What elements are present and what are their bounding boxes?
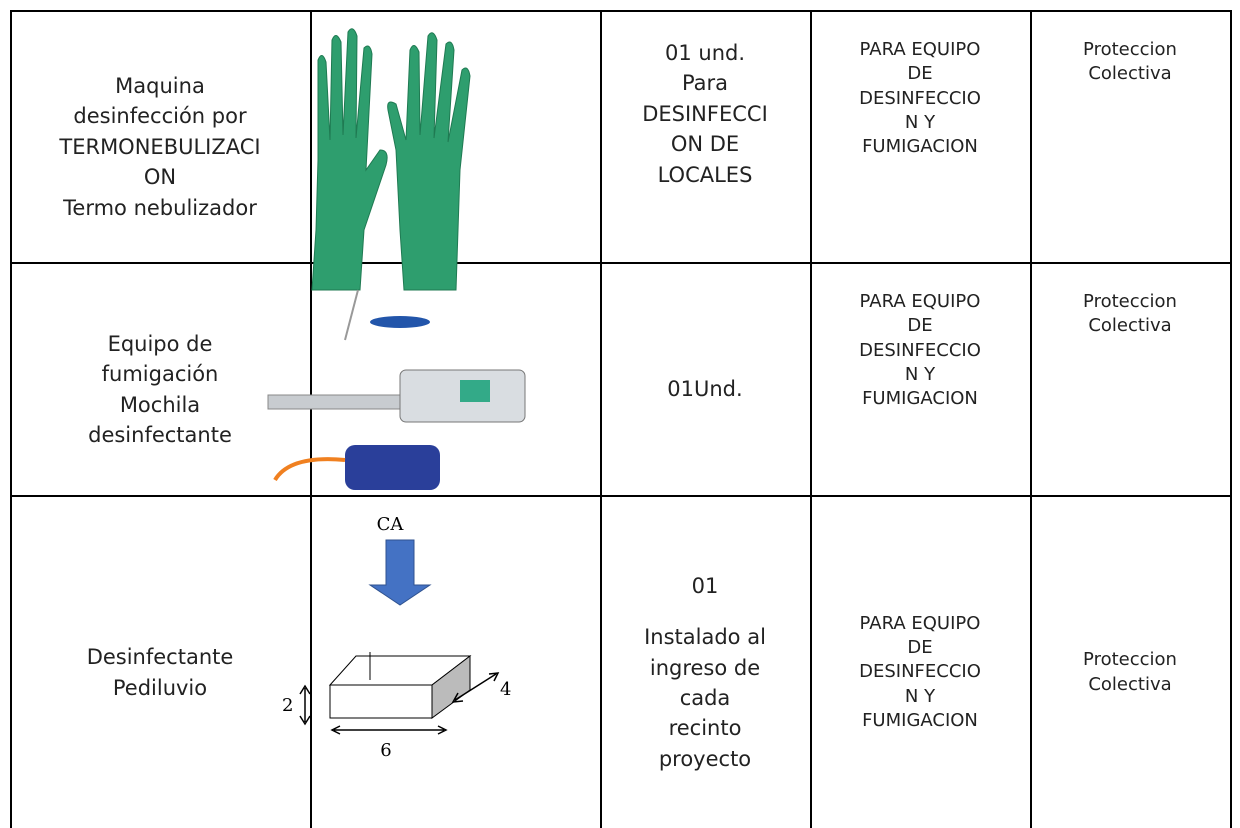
diagram-label: 6 bbox=[380, 740, 391, 761]
row-border bbox=[10, 495, 1231, 497]
column-border bbox=[10, 10, 12, 828]
cell-text: ON DE bbox=[670, 132, 740, 157]
cell-text: recinto bbox=[668, 716, 742, 741]
cell-text: desinfectante bbox=[88, 422, 232, 447]
cell-text: N Y bbox=[904, 685, 936, 707]
cell-text: proyecto bbox=[658, 746, 752, 771]
column-border bbox=[810, 10, 812, 828]
cell-text: DE bbox=[907, 637, 933, 659]
cell-text: TERMONEBULIZACI bbox=[59, 134, 261, 159]
cell-text: Colectiva bbox=[1088, 673, 1172, 695]
cell-text: Instalado al bbox=[644, 625, 766, 650]
cell-text: Proteccion bbox=[1083, 649, 1177, 671]
cell-text: desinfección por bbox=[73, 104, 247, 129]
gloves bbox=[311, 28, 471, 291]
cell-text: Para bbox=[681, 71, 729, 96]
cell-text: Maquina bbox=[115, 73, 205, 98]
row-border bbox=[10, 10, 1231, 12]
fogger bbox=[267, 289, 526, 490]
cell-text: DESINFECCIO bbox=[859, 87, 981, 109]
cell-text: DESINFECCI bbox=[642, 101, 768, 126]
cell-text: LOCALES bbox=[657, 162, 753, 187]
table-cell: Proteccion Colectiva bbox=[1030, 10, 1230, 262]
table-cell: PARA EQUIPO DE DESINFECCIO N Y FUMIGACION bbox=[810, 262, 1030, 495]
cell-text: Equipo de bbox=[107, 331, 213, 356]
table-cell: PARA EQUIPO DE DESINFECCIO N Y FUMIGACION bbox=[810, 10, 1030, 262]
cell-text: PARA EQUIPO bbox=[859, 291, 981, 312]
cell-text: N Y bbox=[904, 363, 936, 385]
column-border bbox=[1030, 10, 1032, 828]
table-cell: Proteccion Colectiva bbox=[1030, 262, 1230, 495]
table-cell: PARA EQUIPO DE DESINFECCIO N Y FUMIGACION bbox=[810, 495, 1030, 828]
table-cell: 01Und. bbox=[600, 262, 810, 495]
cell-text: Proteccion bbox=[1083, 291, 1177, 312]
table-cell: Maquina desinfección por TERMONEBULIZACI ON… bbox=[10, 10, 310, 262]
table-cell: 01 und. Para DESINFECCI ON DE LOCALES bbox=[600, 10, 810, 262]
cell-text: DE bbox=[907, 315, 933, 337]
cell-text: Colectiva bbox=[1088, 63, 1172, 85]
diagram-label: CA bbox=[377, 514, 405, 535]
cell-text: Pediluvio bbox=[112, 675, 208, 700]
table-cell: Equipo de fumigación Mochila desinfectante bbox=[10, 262, 310, 495]
cell-text: cada bbox=[679, 686, 731, 710]
table-cell: 01 Instalado al ingreso de cada recinto proye… bbox=[600, 495, 810, 828]
cell-text: fumigación bbox=[101, 362, 219, 387]
pediluvio-diagram: CA 2 4 6 bbox=[282, 514, 511, 761]
row-border bbox=[10, 262, 1231, 264]
table-cell: Proteccion Colectiva bbox=[1030, 495, 1230, 828]
cell-text: Proteccion bbox=[1083, 39, 1177, 60]
cell-text: ON bbox=[143, 165, 177, 190]
cell-text: DE bbox=[907, 63, 933, 85]
cell-text: PARA EQUIPO bbox=[859, 612, 981, 634]
cell-text: 01 und. bbox=[664, 41, 746, 65]
cell-text: FUMIGACION bbox=[862, 136, 978, 158]
column-border bbox=[310, 10, 312, 828]
cell-text: ingreso de bbox=[649, 655, 761, 680]
cell-text: Mochila bbox=[119, 392, 201, 417]
cell-text: FUMIGACION bbox=[862, 388, 978, 410]
cell-text: Termo nebulizador bbox=[63, 195, 257, 220]
cell-text: FUMIGACION bbox=[862, 709, 978, 731]
table-cell: Desinfectante Pediluvio bbox=[10, 495, 310, 828]
cell-text: Desinfectante bbox=[86, 645, 234, 670]
cell-text: DESINFECCIO bbox=[859, 339, 981, 361]
column-border bbox=[1230, 10, 1232, 828]
column-border bbox=[600, 10, 602, 828]
cell-text: N Y bbox=[904, 111, 936, 133]
cell-text: Colectiva bbox=[1088, 315, 1172, 337]
cell-text: DESINFECCIO bbox=[859, 661, 981, 683]
cell-text: 01Und. bbox=[667, 377, 743, 402]
cell-text: 01 bbox=[691, 573, 719, 598]
diagram-label: 2 bbox=[282, 695, 293, 716]
cell-text: PARA EQUIPO bbox=[859, 39, 981, 60]
diagram-label: 4 bbox=[500, 679, 511, 700]
